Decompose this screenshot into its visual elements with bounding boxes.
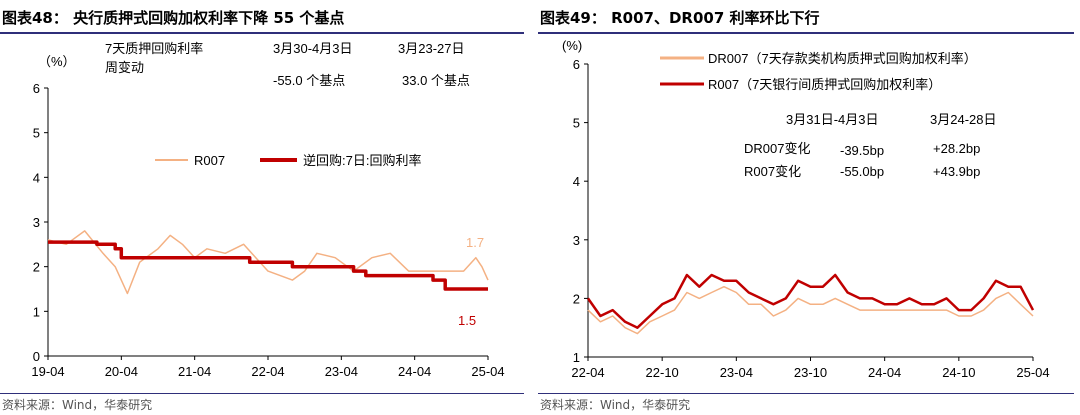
series-line-1 (586, 273, 1035, 329)
plot-area: 1 2 3 4 5 6 22-04 22-10 23-04 23-10 24-04 24-10 25-0… (571, 57, 1049, 380)
x-tick-label: 25-04 (471, 364, 504, 379)
title-rule (0, 32, 524, 34)
note-row1-col2: +28.2bp (933, 141, 980, 156)
chart-title: 图表49： R007、DR007 利率环比下行 (540, 9, 820, 27)
x-tick-label: 19-04 (31, 364, 64, 379)
x-tick-label: 20-04 (105, 364, 138, 379)
source-note: 资料来源：Wind，华泰研究 (540, 398, 691, 412)
x-tick-label: 24-10 (942, 365, 975, 380)
y-tick-label: 1 (573, 350, 580, 365)
end-label-reverse-repo: 1.5 (458, 313, 476, 328)
x-tick-label: 22-10 (646, 365, 679, 380)
y-tick-label: 4 (33, 170, 40, 185)
x-tick-label: 23-04 (325, 364, 358, 379)
y-tick-label: 1 (33, 304, 40, 319)
chart-left-svg: （%） 7天质押回购利率 周变动 3月30-4月3日 3月23-27日 -55.… (31, 41, 504, 379)
note-row2-col1: -55.0bp (840, 164, 884, 179)
end-label-r007: 1.7 (466, 235, 484, 250)
x-tick-label: 23-04 (720, 365, 753, 380)
chart-title: 图表48： 央行质押式回购加权利率下降 55 个基点 (2, 9, 345, 27)
legend-label-r007: R007（7天银行间质押式回购加权利率） (708, 77, 941, 92)
bottom-rule (0, 393, 524, 394)
x-tick-label: 22-04 (251, 364, 284, 379)
plot-area: 0 1 2 3 4 5 6 19-04 20-04 21-04 22-04 23-04 24-04 25-… (31, 81, 504, 379)
y-tick-label: 2 (33, 260, 40, 275)
y-tick-label: 0 (33, 349, 40, 364)
x-tick-label: 24-04 (398, 364, 431, 379)
chart-right-svg: (%) DR007（7天存款类机构质押式回购加权利率） R007（7天银行间质押… (562, 38, 1050, 380)
note-col2-value: 33.0 个基点 (402, 73, 470, 88)
y-tick-label: 6 (33, 81, 40, 96)
x-tick-label: 22-04 (571, 365, 604, 380)
note-col2-header: 3月24-28日 (930, 112, 996, 127)
series-line-0 (587, 285, 1034, 335)
x-tick-label: 24-04 (868, 365, 901, 380)
title-rule (538, 32, 1074, 34)
y-tick-label: 4 (573, 174, 580, 189)
note-row-label-1: 7天质押回购利率 (105, 41, 203, 56)
y-tick-label: 5 (33, 126, 40, 141)
y-tick-label: 2 (573, 291, 580, 306)
note-row-label-2: 周变动 (105, 60, 144, 75)
note-row2-col2: +43.9bp (933, 164, 980, 179)
bottom-rule (538, 393, 1074, 394)
x-tick-label: 25-04 (1016, 365, 1049, 380)
legend-label-r007: R007 (194, 153, 225, 168)
x-tick-label: 23-10 (794, 365, 827, 380)
note-col1-value: -55.0 个基点 (273, 73, 345, 88)
series-line-0 (47, 230, 489, 295)
note-row2-label: R007变化 (744, 164, 801, 179)
y-tick-label: 3 (33, 215, 40, 230)
y-tick-label: 3 (573, 233, 580, 248)
series-line-1 (48, 240, 488, 291)
y-tick-label: 6 (573, 57, 580, 72)
chart-panel-left: 图表48： 央行质押式回购加权利率下降 55 个基点 （%） 7天质押回购利率 … (0, 0, 530, 415)
y-tick-label: 5 (573, 116, 580, 131)
legend-label-reverse-repo: 逆回购:7日:回购利率 (303, 153, 421, 168)
legend-label-dr007: DR007（7天存款类机构质押式回购加权利率） (708, 51, 977, 66)
note-row1-label: DR007变化 (744, 141, 810, 156)
y-unit-label: （%） (38, 54, 76, 69)
note-row1-col1: -39.5bp (840, 143, 884, 158)
note-col1-header: 3月31日-4月3日 (786, 112, 878, 127)
x-tick-label: 21-04 (178, 364, 211, 379)
source-note: 资料来源：Wind，华泰研究 (2, 398, 153, 412)
note-col1-header: 3月30-4月3日 (273, 41, 352, 56)
note-col2-header: 3月23-27日 (398, 41, 464, 56)
y-unit-label: (%) (562, 38, 582, 53)
chart-panel-right: 图表49： R007、DR007 利率环比下行 (%) DR007（7天存款类机… (538, 0, 1080, 415)
